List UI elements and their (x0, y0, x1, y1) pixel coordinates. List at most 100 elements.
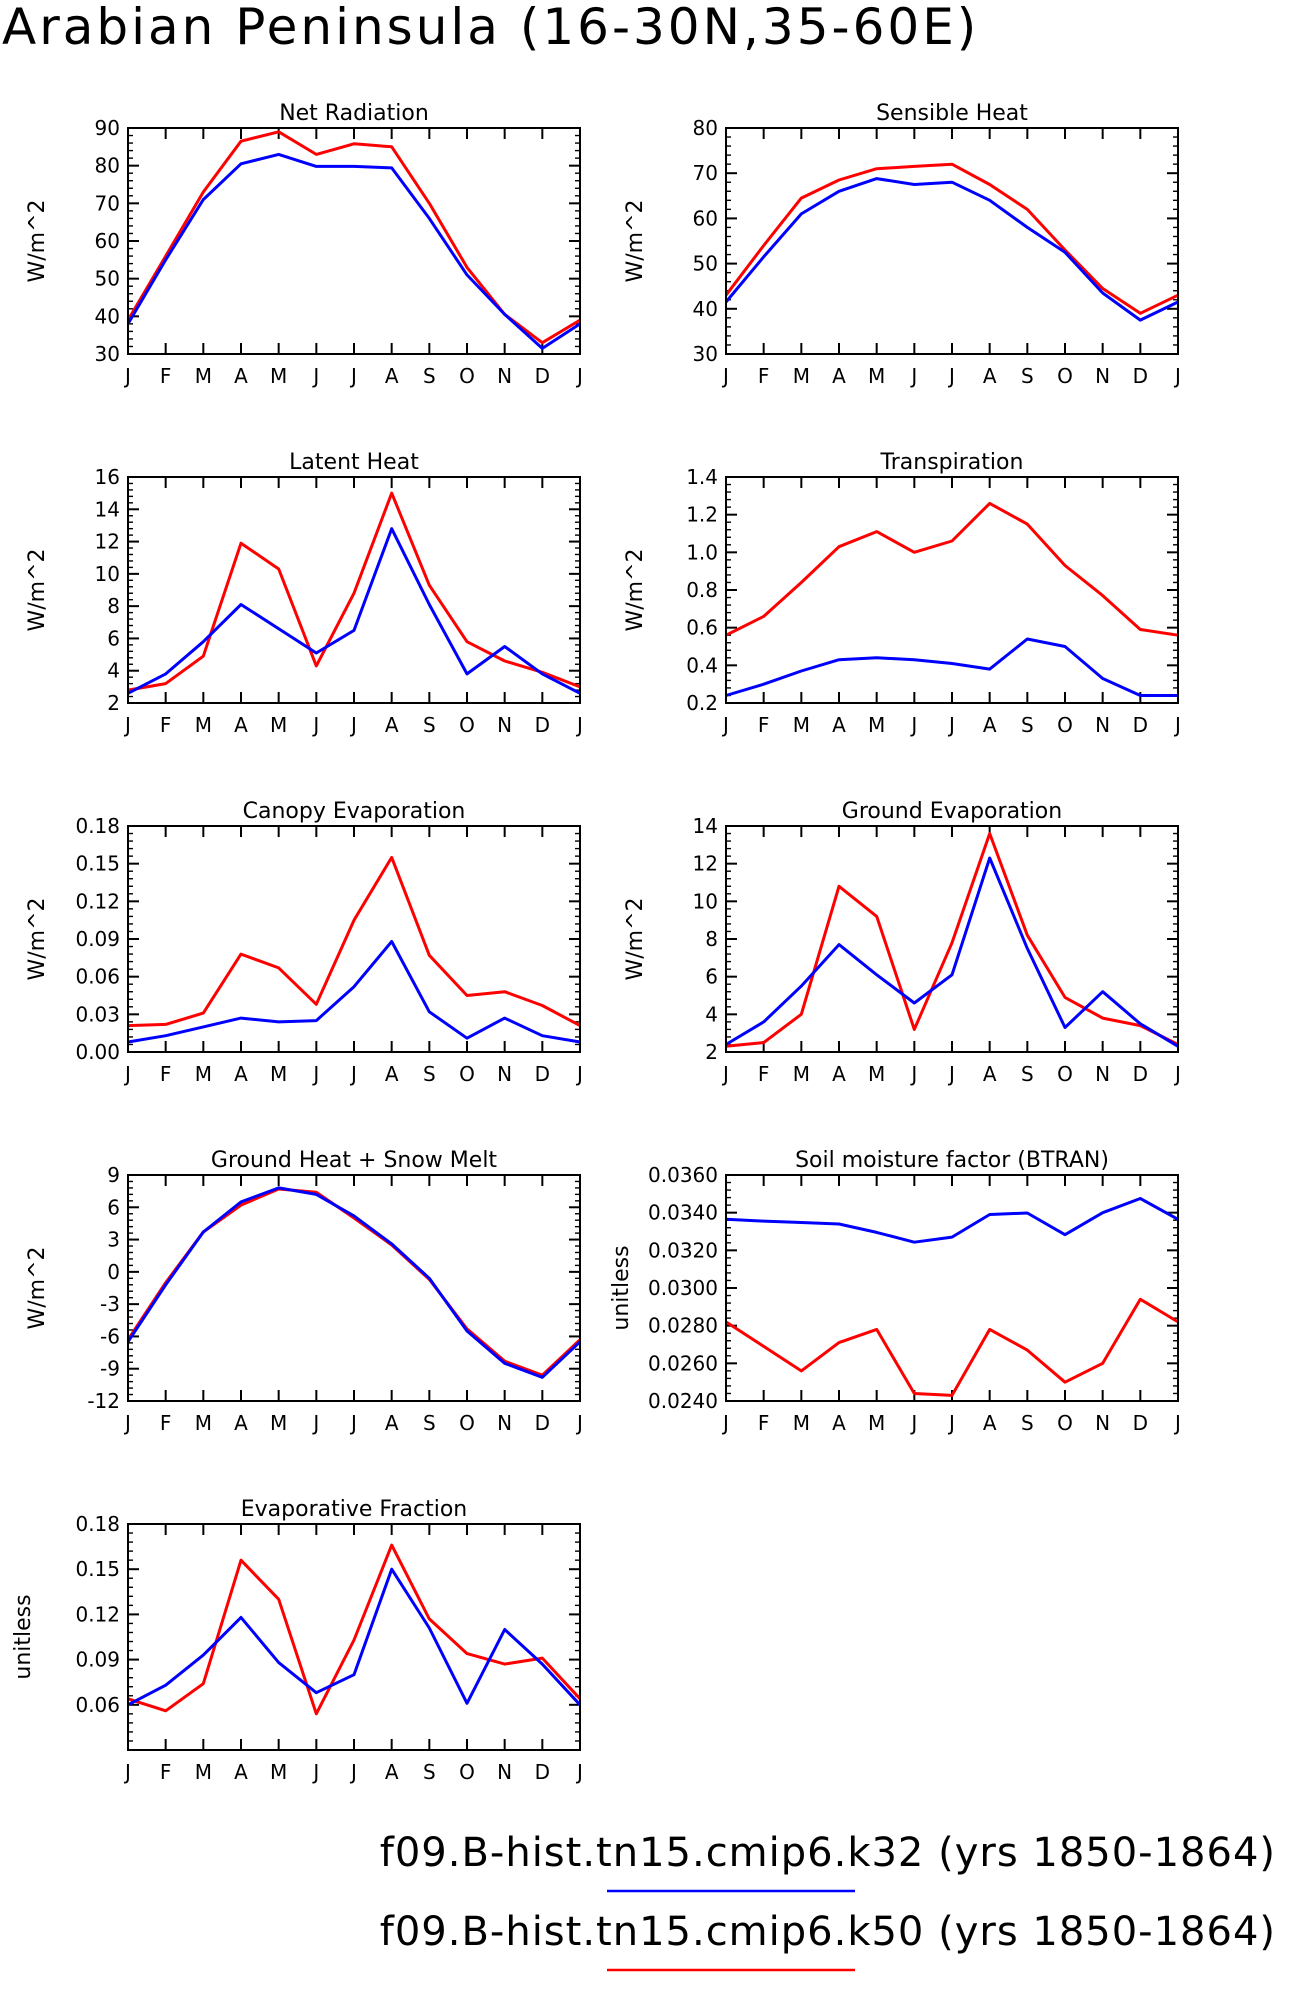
x-tick-label: O (459, 364, 475, 388)
y-tick-label: 40 (95, 304, 120, 328)
y-axis-label: W/m^2 (25, 548, 50, 631)
y-tick-label: 0.09 (75, 927, 120, 951)
x-tick-label: A (234, 364, 248, 388)
x-tick-label: J (349, 1760, 357, 1784)
x-tick-label: A (234, 713, 248, 737)
x-tick-label: S (1021, 364, 1034, 388)
y-tick-label: 0.2 (686, 691, 718, 715)
x-tick-label: J (349, 713, 357, 737)
x-tick-label: J (575, 1062, 583, 1086)
x-tick-label: A (832, 1411, 846, 1435)
x-tick-label: J (311, 713, 319, 737)
series-line (725, 856, 1179, 1048)
x-tick-label: D (1133, 1062, 1148, 1086)
legend: f09.B-hist.tn15.cmip6.k32 (yrs 1850-1864… (380, 1830, 1276, 1972)
x-tick-label: J (721, 713, 729, 737)
x-tick-label: J (349, 1062, 357, 1086)
y-tick-label: 16 (95, 465, 120, 489)
series-line (127, 940, 581, 1044)
x-tick-label: N (497, 364, 512, 388)
y-tick-label: 12 (95, 530, 120, 554)
plot-frame (127, 127, 581, 355)
x-tick-label: F (758, 364, 770, 388)
x-tick-label: F (160, 713, 172, 737)
y-tick-label: 0.0300 (648, 1276, 718, 1300)
y-axis-label: W/m^2 (25, 1246, 50, 1329)
x-tick-label: J (349, 364, 357, 388)
y-tick-label: 6 (107, 1195, 120, 1219)
x-tick-label: M (195, 1411, 212, 1435)
x-tick-label: J (1173, 364, 1181, 388)
x-tick-label: J (311, 1411, 319, 1435)
series-line (126, 152, 581, 350)
x-tick-label: A (832, 713, 846, 737)
x-tick-label: D (1133, 1411, 1148, 1435)
x-tick-label: M (868, 364, 885, 388)
series-line (724, 162, 1179, 315)
series-line (725, 832, 1179, 1048)
x-tick-label: J (947, 713, 955, 737)
y-tick-label: 0.6 (686, 616, 718, 640)
plot-frame (127, 1523, 581, 1751)
x-tick-label: M (270, 364, 287, 388)
y-tick-label: 30 (95, 342, 120, 366)
x-tick-label: J (311, 1760, 319, 1784)
x-tick-label: O (459, 713, 475, 737)
x-tick-label: J (1173, 713, 1181, 737)
x-tick-label: A (234, 1760, 248, 1784)
x-tick-label: M (793, 1062, 810, 1086)
series-line (724, 177, 1179, 322)
panel-title: Ground Heat + Snow Melt (211, 1148, 498, 1173)
y-tick-label: -12 (87, 1389, 120, 1413)
x-tick-label: M (868, 713, 885, 737)
x-tick-label: M (793, 713, 810, 737)
y-tick-label: 10 (693, 889, 718, 913)
x-tick-label: M (195, 364, 212, 388)
y-axis-label: W/m^2 (25, 199, 50, 282)
y-tick-label: 0.15 (75, 1557, 120, 1581)
x-tick-label: S (423, 1411, 436, 1435)
x-tick-label: N (497, 713, 512, 737)
x-tick-label: J (947, 1062, 955, 1086)
chart-panel: Canopy Evaporation 0.00 0.03 0.06 0.09 0.12 0.… (25, 799, 583, 1086)
y-tick-label: 80 (693, 116, 718, 140)
y-tick-label: 0.0260 (648, 1351, 718, 1375)
y-tick-label: 8 (107, 594, 120, 618)
x-tick-label: O (1057, 1062, 1073, 1086)
y-tick-label: 0.0320 (648, 1238, 718, 1262)
y-tick-label: 0.4 (686, 653, 718, 677)
x-tick-label: F (160, 1411, 172, 1435)
x-tick-label: N (497, 1760, 512, 1784)
x-tick-label: J (909, 1062, 917, 1086)
x-tick-label: A (983, 1062, 997, 1086)
x-tick-label: F (758, 1411, 770, 1435)
x-tick-label: F (160, 1760, 172, 1784)
x-tick-label: S (1021, 713, 1034, 737)
y-tick-label: 12 (693, 852, 718, 876)
x-tick-label: J (575, 1411, 583, 1435)
x-tick-label: M (195, 1062, 212, 1086)
y-axis-label: W/m^2 (623, 548, 648, 631)
legend-label: f09.B-hist.tn15.cmip6.k50 (yrs 1850-1864… (380, 1909, 1276, 1955)
x-tick-label: F (758, 713, 770, 737)
x-tick-label: A (385, 1062, 399, 1086)
x-tick-label: A (832, 1062, 846, 1086)
y-tick-label: 1.2 (686, 503, 718, 527)
y-tick-label: 90 (95, 116, 120, 140)
x-tick-label: A (983, 713, 997, 737)
x-tick-label: O (459, 1760, 475, 1784)
x-tick-label: D (1133, 713, 1148, 737)
panel-title: Canopy Evaporation (243, 799, 466, 824)
panel-title: Sensible Heat (876, 101, 1028, 126)
y-tick-label: 60 (693, 206, 718, 230)
y-tick-label: 70 (693, 161, 718, 185)
series-line (126, 1186, 582, 1379)
x-tick-label: M (195, 1760, 212, 1784)
figure-title: Arabian Peninsula (16-30N,35-60E) (2, 0, 979, 56)
x-tick-label: D (535, 1760, 550, 1784)
x-tick-label: D (535, 1062, 550, 1086)
panel-title: Net Radiation (279, 101, 429, 126)
x-tick-label: J (1173, 1411, 1181, 1435)
y-tick-label: 8 (705, 927, 718, 951)
